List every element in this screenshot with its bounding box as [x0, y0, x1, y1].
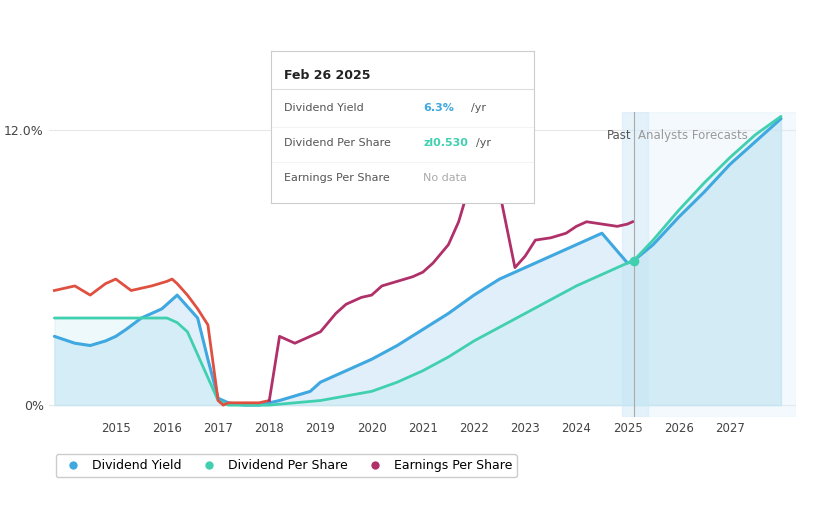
Text: 6.3%: 6.3% [424, 103, 454, 113]
Text: zl0.530: zl0.530 [424, 138, 468, 148]
Bar [634, 112, 796, 417]
Bar [622, 112, 648, 417]
Text: Earnings Per Share: Earnings Per Share [284, 173, 390, 183]
Text: No data: No data [424, 173, 467, 183]
Text: Feb 26 2025: Feb 26 2025 [284, 69, 370, 82]
Text: Past: Past [607, 130, 631, 142]
Text: Dividend Yield: Dividend Yield [284, 103, 364, 113]
Legend: Dividend Yield, Dividend Per Share, Earnings Per Share: Dividend Yield, Dividend Per Share, Earn… [56, 454, 517, 478]
Text: Dividend Per Share: Dividend Per Share [284, 138, 391, 148]
Text: Analysts Forecasts: Analysts Forecasts [638, 130, 748, 142]
Text: /yr: /yr [470, 103, 485, 113]
Text: /yr: /yr [476, 138, 491, 148]
